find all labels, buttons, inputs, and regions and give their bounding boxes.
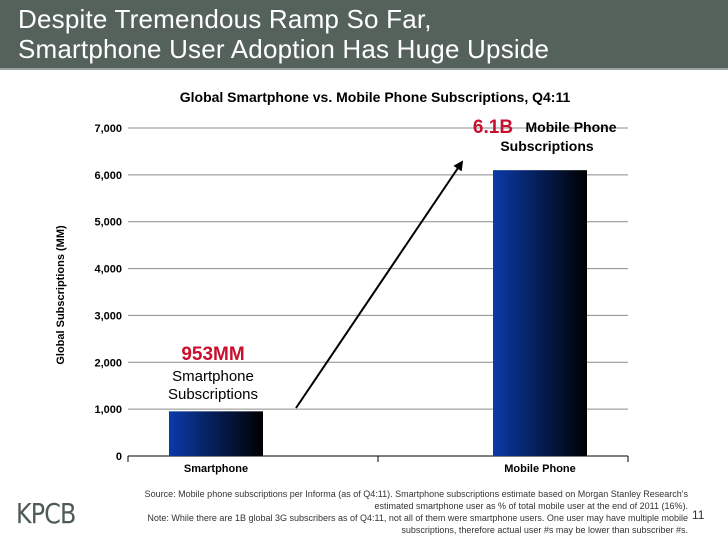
bars	[169, 170, 587, 456]
bar-mobile-phone	[493, 170, 587, 456]
slide-title-line-2: Smartphone User Adoption Has Huge Upside	[18, 34, 550, 64]
y-tick-label: 6,000	[94, 170, 122, 182]
smartphone-annotation-line-2: Subscriptions	[168, 386, 258, 403]
smartphone-annotation-line-1: Smartphone	[172, 368, 254, 385]
y-tick-label: 4,000	[94, 264, 122, 276]
x-tick-labels: Smartphone Mobile Phone	[184, 463, 576, 475]
slide-header: Despite Tremendous Ramp So Far, Smartpho…	[0, 0, 728, 68]
bar-smartphone	[169, 411, 263, 456]
mobile-annotation-line-2: Subscriptions	[500, 138, 594, 154]
y-tick-label: 7,000	[94, 123, 122, 135]
x-tick-label: Mobile Phone	[504, 463, 576, 475]
y-tick-labels: 0 1,000 2,000 3,000 4,000 5,000 6,000 7,000	[94, 123, 122, 463]
header-divider	[0, 68, 728, 70]
y-tick-label: 1,000	[94, 404, 122, 416]
page-number: 11	[692, 508, 705, 522]
mobile-annotation-value: 6.1B	[473, 117, 513, 138]
growth-arrow	[295, 160, 464, 409]
y-tick-label: 0	[116, 451, 122, 463]
note-line-2: subscriptions, therefore actual user #s …	[401, 525, 688, 535]
kpcb-logo: KPCB	[16, 497, 76, 530]
chart-title: Global Smartphone vs. Mobile Phone Subsc…	[180, 89, 571, 105]
y-tick-label: 2,000	[94, 357, 122, 369]
slide-title-line-1: Despite Tremendous Ramp So Far,	[18, 4, 432, 34]
y-tick-label: 3,000	[94, 310, 122, 322]
x-tick-label: Smartphone	[184, 463, 248, 475]
smartphone-annotation-value: 953MM	[181, 344, 244, 365]
source-note: Source: Mobile phone subscriptions per I…	[118, 488, 688, 536]
note-line-1: Note: While there are 1B global 3G subsc…	[147, 513, 688, 523]
y-tick-label: 5,000	[94, 217, 122, 229]
mobile-annotation-line-1: Mobile Phone	[526, 119, 617, 135]
y-axis-label: Global Subscriptions (MM)	[55, 225, 67, 365]
source-line-1: Source: Mobile phone subscriptions per I…	[144, 489, 688, 499]
source-line-2: estimated smartphone user as % of total …	[374, 501, 688, 511]
